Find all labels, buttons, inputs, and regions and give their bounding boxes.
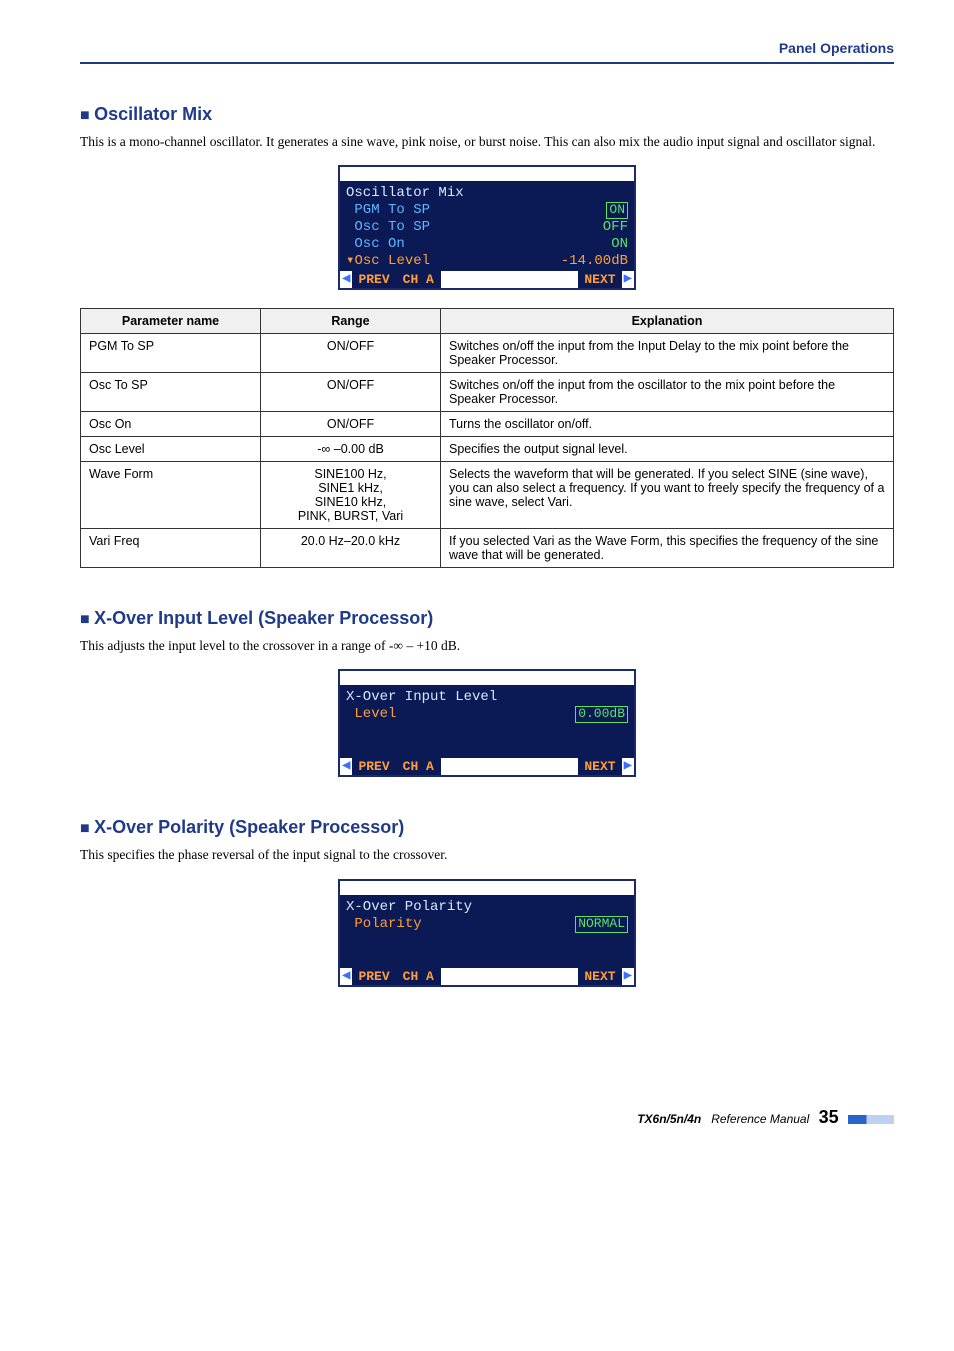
nav-next-button[interactable]: NEXT: [578, 968, 621, 985]
arrow-right-icon: ▶: [622, 968, 634, 985]
arrow-left-icon: ◀: [340, 968, 352, 985]
section-heading: ■ Oscillator Mix: [80, 104, 894, 125]
table-cell-explanation: Specifies the output signal level.: [441, 437, 894, 462]
table-header: Range: [261, 309, 441, 334]
lcd-nav: ◀ PREV CH A NEXT ▶: [340, 757, 634, 775]
parameter-table: Parameter name Range Explanation PGM To …: [80, 308, 894, 568]
table-row: PGM To SPON/OFFSwitches on/off the input…: [81, 334, 894, 373]
lcd-xover-polarity: X-Over Polarity Polarity NORMAL ◀ PREV C…: [338, 879, 636, 987]
lcd-param-label: Polarity: [346, 916, 422, 933]
lcd-param-value: NORMAL: [575, 916, 628, 933]
heading-text: X-Over Input Level (Speaker Processor): [94, 608, 433, 628]
table-row: Osc Level-∞ –0.00 dBSpecifies the output…: [81, 437, 894, 462]
table-cell-range: 20.0 Hz–20.0 kHz: [261, 529, 441, 568]
table-row: Osc To SPON/OFFSwitches on/off the input…: [81, 373, 894, 412]
lcd-xover-level: X-Over Input Level Level 0.00dB ◀ PREV C…: [338, 669, 636, 777]
table-cell-name: Wave Form: [81, 462, 261, 529]
nav-channel-button[interactable]: CH A: [397, 758, 441, 775]
nav-next-button[interactable]: NEXT: [578, 271, 621, 288]
table-cell-range: -∞ –0.00 dB: [261, 437, 441, 462]
arrow-left-icon: ◀: [340, 271, 352, 288]
footer-bar-icon: [848, 1115, 894, 1124]
table-cell-explanation: Turns the oscillator on/off.: [441, 412, 894, 437]
page-header: Panel Operations: [80, 40, 894, 64]
lcd-title: X-Over Input Level: [346, 689, 497, 706]
heading-text: Oscillator Mix: [94, 104, 212, 124]
table-cell-name: PGM To SP: [81, 334, 261, 373]
section-oscillator-mix: ■ Oscillator Mix This is a mono-channel …: [80, 104, 894, 568]
section-xover-polarity: ■ X-Over Polarity (Speaker Processor) Th…: [80, 817, 894, 986]
arrow-right-icon: ▶: [622, 271, 634, 288]
lcd-param-value: 0.00dB: [575, 706, 628, 723]
page-number: 35: [819, 1107, 839, 1127]
header-section-title: Panel Operations: [80, 40, 894, 62]
section-heading: ■ X-Over Polarity (Speaker Processor): [80, 817, 894, 838]
lcd-nav: ◀ PREV CH A NEXT ▶: [340, 270, 634, 288]
table-header: Parameter name: [81, 309, 261, 334]
table-cell-range: ON/OFF: [261, 373, 441, 412]
nav-prev-button[interactable]: PREV: [352, 758, 396, 775]
table-cell-explanation: Switches on/off the input from the oscil…: [441, 373, 894, 412]
heading-text: X-Over Polarity (Speaker Processor): [94, 817, 404, 837]
table-cell-range: ON/OFF: [261, 412, 441, 437]
footer-model: TX6n/5n/4n: [637, 1112, 701, 1126]
nav-prev-button[interactable]: PREV: [352, 271, 396, 288]
section-body: This is a mono-channel oscillator. It ge…: [80, 133, 894, 151]
table-cell-range: ON/OFF: [261, 334, 441, 373]
table-cell-name: Osc Level: [81, 437, 261, 462]
lcd-param-label: Osc To SP: [346, 219, 430, 236]
section-body: This adjusts the input level to the cros…: [80, 637, 894, 655]
lcd-title: Oscillator Mix: [346, 185, 464, 202]
table-header: Explanation: [441, 309, 894, 334]
lcd-param-label: Level: [346, 706, 396, 723]
lcd-nav: ◀ PREV CH A NEXT ▶: [340, 967, 634, 985]
nav-prev-button[interactable]: PREV: [352, 968, 396, 985]
nav-channel-button[interactable]: CH A: [397, 271, 441, 288]
nav-channel-button[interactable]: CH A: [397, 968, 441, 985]
arrow-left-icon: ◀: [340, 758, 352, 775]
table-cell-range: SINE100 Hz, SINE1 kHz, SINE10 kHz, PINK,…: [261, 462, 441, 529]
lcd-param-value: ON: [606, 202, 628, 219]
table-row: Wave FormSINE100 Hz, SINE1 kHz, SINE10 k…: [81, 462, 894, 529]
lcd-param-value: OFF: [603, 219, 628, 236]
section-body: This specifies the phase reversal of the…: [80, 846, 894, 864]
square-bullet-icon: ■: [80, 820, 94, 837]
lcd-param-value: -14.00dB: [561, 253, 628, 270]
lcd-param-value: ON: [611, 236, 628, 253]
table-row: Vari Freq20.0 Hz–20.0 kHzIf you selected…: [81, 529, 894, 568]
table-cell-explanation: If you selected Vari as the Wave Form, t…: [441, 529, 894, 568]
nav-next-button[interactable]: NEXT: [578, 758, 621, 775]
table-cell-name: Osc On: [81, 412, 261, 437]
square-bullet-icon: ■: [80, 611, 94, 628]
table-cell-name: Vari Freq: [81, 529, 261, 568]
lcd-title: X-Over Polarity: [346, 899, 472, 916]
lcd-param-label: Osc On: [346, 236, 405, 253]
page-footer: TX6n/5n/4n Reference Manual 35: [80, 1107, 894, 1128]
lcd-param-label: PGM To SP: [346, 202, 430, 219]
section-heading: ■ X-Over Input Level (Speaker Processor): [80, 608, 894, 629]
table-cell-explanation: Switches on/off the input from the Input…: [441, 334, 894, 373]
square-bullet-icon: ■: [80, 107, 94, 124]
lcd-selected-row: ▾Osc Level: [346, 253, 430, 270]
table-row: Osc OnON/OFFTurns the oscillator on/off.: [81, 412, 894, 437]
section-xover-input-level: ■ X-Over Input Level (Speaker Processor)…: [80, 608, 894, 777]
table-cell-explanation: Selects the waveform that will be genera…: [441, 462, 894, 529]
lcd-oscillator-mix: Oscillator Mix PGM To SP ON Osc To SP OF…: [338, 165, 636, 290]
arrow-right-icon: ▶: [622, 758, 634, 775]
table-cell-name: Osc To SP: [81, 373, 261, 412]
footer-ref: Reference Manual: [705, 1112, 810, 1126]
